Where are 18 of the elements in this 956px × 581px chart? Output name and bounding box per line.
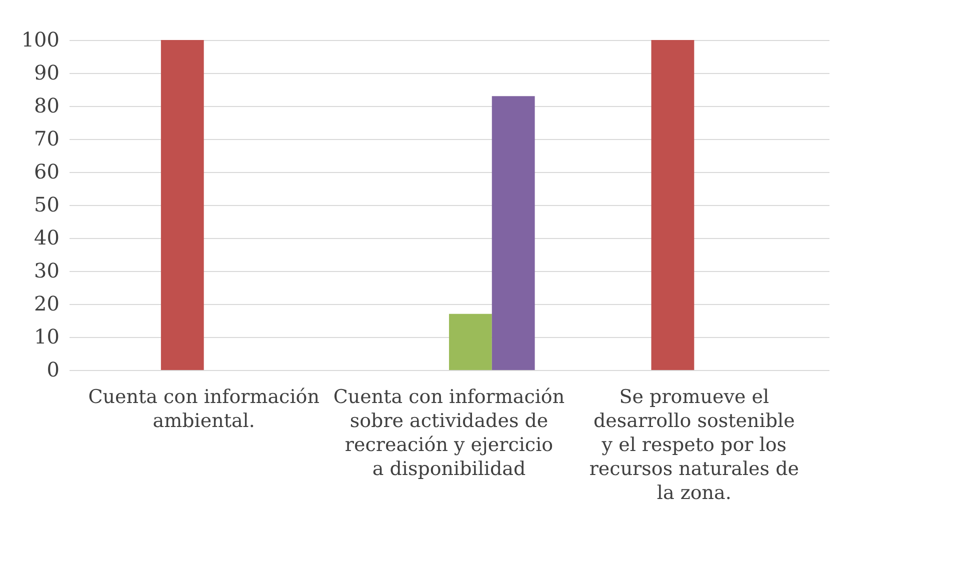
y-tick-label: 60 [34, 160, 60, 184]
bar [492, 96, 535, 370]
y-tick-label: 0 [46, 358, 60, 382]
y-tick-label: 10 [34, 324, 60, 348]
y-tick-label: 40 [34, 226, 60, 250]
x-tick-label: Se promueve el desarrollo sostenible y el respeto por los recursos naturales de la zona. [589, 386, 799, 504]
x-tick-label: Cuenta con información sobre actividades de recreación y ejercicio a disponibilidad [333, 386, 565, 480]
y-tick-label: 70 [34, 126, 60, 150]
y-tick-label: 30 [34, 258, 60, 282]
y-tick-label: 100 [21, 28, 60, 52]
bar [651, 40, 694, 370]
y-tick-label: 50 [34, 192, 60, 216]
y-tick-label: 80 [34, 94, 60, 118]
y-tick-label: 90 [34, 60, 60, 84]
y-tick-label: 20 [34, 292, 60, 316]
x-tick-label: Cuenta con información ambiental. [88, 386, 320, 432]
bar [449, 314, 492, 370]
bar [160, 40, 204, 370]
